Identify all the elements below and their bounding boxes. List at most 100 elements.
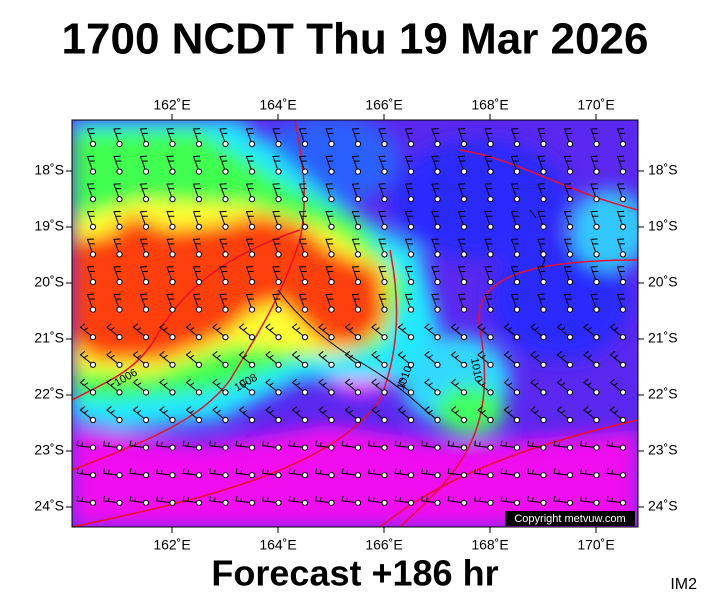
barb-station <box>89 361 97 368</box>
wind-barb <box>580 468 600 479</box>
barb-station <box>116 361 123 368</box>
barb-station <box>381 389 388 396</box>
barb-station <box>566 334 574 341</box>
wind-barb <box>457 128 468 148</box>
wind-barb <box>86 266 97 286</box>
wind-barb <box>272 183 282 203</box>
wind-barb <box>397 323 415 341</box>
barb-shaft <box>219 128 228 145</box>
wind-barb <box>616 238 627 258</box>
barb-shaft <box>219 183 228 200</box>
wind-barb <box>477 350 494 368</box>
barb-shaft <box>563 155 572 172</box>
barb-shaft <box>245 266 254 283</box>
barb-shaft <box>527 495 544 504</box>
barb-shaft <box>106 323 120 338</box>
barb-station <box>593 306 600 313</box>
graticule-labels: 162˚E 162˚E 164˚E 164˚E 166˚E 166˚E 168˚E 168˚E… <box>34 97 677 553</box>
barb-station <box>513 416 521 424</box>
barb-shaft <box>397 378 412 393</box>
wind-barb <box>298 266 309 286</box>
barb-station <box>275 140 282 148</box>
barb-shaft <box>86 238 95 255</box>
barb-station <box>593 361 600 368</box>
barb-station <box>248 444 256 451</box>
barb-station <box>354 334 362 341</box>
barb-shaft <box>580 495 597 504</box>
barb-station <box>328 361 335 368</box>
wind-barb <box>447 495 468 506</box>
barb-station <box>195 251 203 258</box>
barb-shaft <box>397 350 412 366</box>
barb-station <box>89 472 97 479</box>
wind-barb <box>192 293 203 313</box>
barb-shaft <box>503 378 518 393</box>
barb-station <box>328 223 335 230</box>
barb-shaft <box>298 293 307 310</box>
barb-station <box>195 389 203 396</box>
barb-shaft <box>156 495 173 504</box>
barb-shaft <box>139 266 148 283</box>
forecast-footer: Forecast +186 hr <box>211 553 498 594</box>
barb-shaft <box>318 350 332 366</box>
barb-shaft <box>192 155 201 172</box>
wind-barb <box>344 350 362 368</box>
barb-station <box>619 278 627 286</box>
wind-barb <box>580 440 600 451</box>
barb-shaft <box>192 266 201 283</box>
barb-station <box>381 416 388 424</box>
barb-shaft <box>503 406 518 421</box>
barb-station <box>434 196 441 203</box>
wind-barb <box>351 183 362 203</box>
wind-barb <box>288 440 309 451</box>
barb-station <box>275 251 282 258</box>
barb-station <box>328 251 335 258</box>
wind-barb <box>86 128 97 148</box>
barb-station <box>142 140 150 148</box>
barb-station <box>142 306 150 313</box>
barb-shaft <box>537 293 546 310</box>
wind-barb <box>351 210 362 230</box>
barb-shaft <box>404 183 413 200</box>
wind-barb <box>404 155 415 175</box>
wind-barb <box>113 210 123 230</box>
barb-shaft <box>484 293 493 310</box>
barb-shaft <box>371 323 385 338</box>
barb-shaft <box>245 238 254 255</box>
barb-station <box>248 168 256 175</box>
barb-shaft <box>431 293 440 310</box>
wind-barb <box>156 468 176 479</box>
barb-station <box>460 499 468 506</box>
wind-barb <box>450 406 468 424</box>
wind-barb <box>212 378 229 396</box>
barb-shaft <box>262 495 279 504</box>
barb-shaft <box>86 155 95 172</box>
map-frame <box>71 119 639 528</box>
barb-station <box>407 140 415 148</box>
barb-station <box>301 389 309 396</box>
barb-shaft <box>272 266 281 283</box>
wind-barb <box>351 293 362 313</box>
barb-station <box>248 251 256 258</box>
barb-station <box>301 444 309 451</box>
wind-barb <box>530 350 547 368</box>
wind-barb <box>159 378 176 396</box>
wind-barb <box>431 155 441 175</box>
barb-shaft <box>272 183 281 200</box>
wind-barb <box>106 350 123 368</box>
barb-shaft <box>500 495 518 504</box>
barb-station <box>460 472 468 479</box>
wind-barb <box>431 183 441 203</box>
wind-barb <box>235 468 256 479</box>
wind-barb <box>185 350 203 368</box>
barb-station <box>593 389 600 396</box>
barb-shaft <box>298 210 307 227</box>
wind-barb <box>474 468 494 479</box>
wind-barb <box>394 440 415 451</box>
wind-barb <box>583 350 600 368</box>
copyright: Copyright metvuw.com <box>514 513 625 525</box>
barb-station <box>566 416 574 424</box>
wind-barb <box>219 210 229 230</box>
barb-shaft <box>106 406 120 421</box>
barb-shaft <box>166 293 175 310</box>
